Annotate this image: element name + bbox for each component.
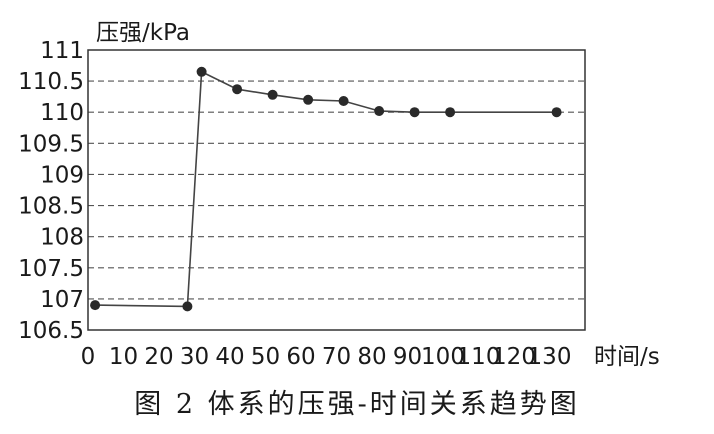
data-point: [232, 84, 243, 95]
x-tick-label: 20: [144, 344, 173, 370]
x-tick-label: 90: [393, 344, 422, 370]
x-axis-label: 时间/s: [594, 344, 660, 370]
x-tick-label: 110: [457, 344, 501, 370]
data-point: [182, 301, 193, 312]
y-tick-label: 110.5: [18, 69, 84, 95]
series-line: [95, 70, 557, 308]
x-tick-label: 130: [528, 344, 572, 370]
x-tick-label: 0: [81, 344, 96, 370]
grid-layer: [88, 80, 585, 300]
plot-frame: [87, 49, 586, 331]
pressure-time-chart: 106.5 107 107.5 108 108.5 109 109.5 110 110.5 111…: [18, 20, 660, 370]
data-point: [445, 107, 456, 118]
data-point: [303, 94, 314, 105]
y-tick-label: 106.5: [18, 318, 84, 344]
x-tick-label: 100: [421, 344, 465, 370]
x-tick-label: 80: [357, 344, 386, 370]
y-tick-label: 108: [40, 225, 84, 251]
y-tick-labels: 106.5 107 107.5 108 108.5 109 109.5 110 110.5 111: [18, 38, 84, 344]
x-tick-label: 120: [492, 344, 536, 370]
x-tick-label: 70: [322, 344, 351, 370]
x-tick-label: 10: [109, 344, 138, 370]
y-tick-label: 107: [40, 287, 84, 313]
figure-caption: 图 2 体系的压强-时间关系趋势图: [134, 389, 580, 420]
data-point: [267, 89, 278, 100]
data-point: [409, 107, 420, 118]
x-tick-label: 30: [180, 344, 209, 370]
y-tick-label: 108.5: [18, 194, 84, 220]
y-axis-label: 压强/kPa: [96, 20, 190, 46]
y-tick-label: 111: [40, 38, 84, 64]
y-tick-label: 109: [40, 162, 84, 188]
x-tick-label: 40: [215, 344, 244, 370]
y-tick-label: 110: [40, 100, 84, 126]
series-layer: [90, 66, 562, 312]
data-point: [196, 66, 207, 77]
x-tick-label: 60: [286, 344, 315, 370]
data-point: [374, 105, 385, 116]
data-point: [551, 107, 562, 118]
x-tick-label: 50: [251, 344, 280, 370]
y-tick-label: 107.5: [18, 256, 84, 282]
data-point: [90, 300, 101, 311]
data-point: [338, 96, 349, 107]
y-tick-label: 109.5: [18, 131, 84, 157]
